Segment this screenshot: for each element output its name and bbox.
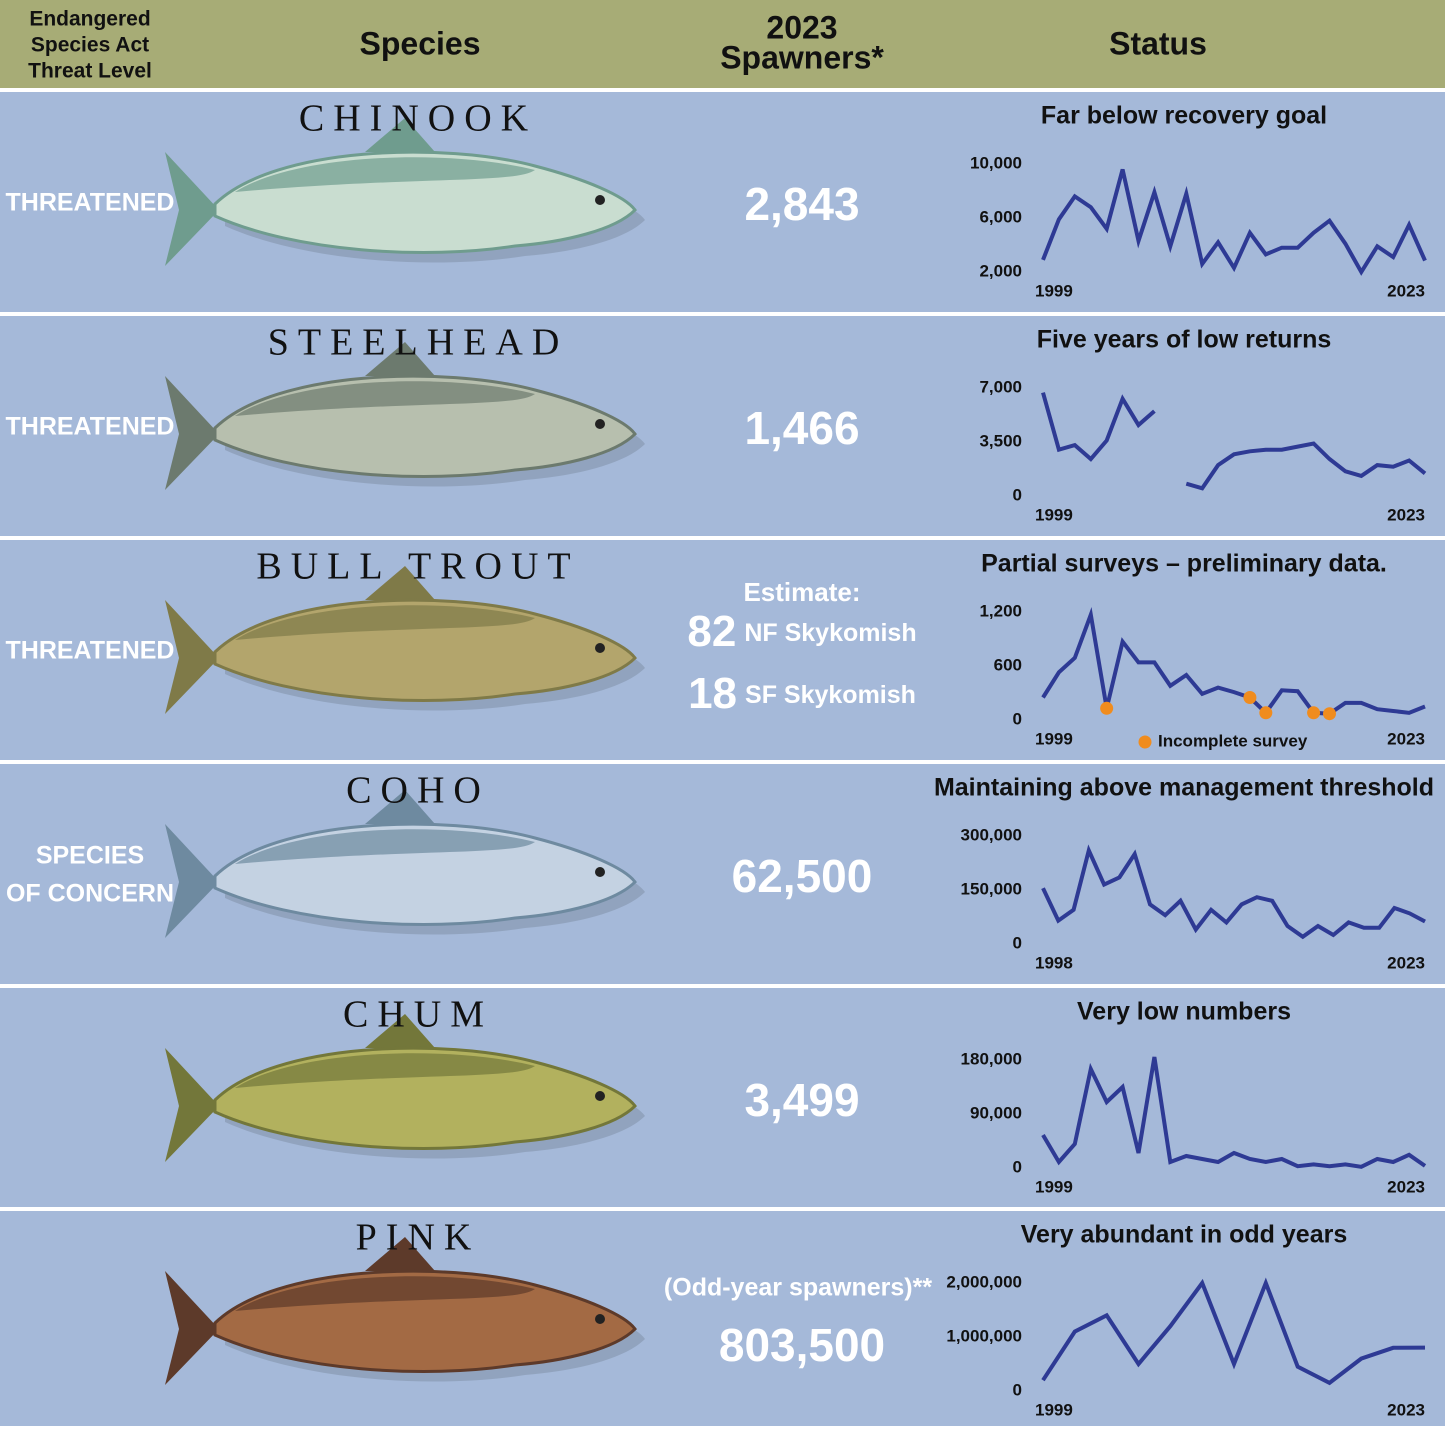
header-species: Species <box>360 25 481 61</box>
header-threat: Endangered <box>29 8 150 31</box>
estimate-count: 82 <box>687 607 736 656</box>
species-name: STEELHEAD <box>268 322 569 364</box>
threat-level: THREATENED <box>6 189 175 217</box>
spawners-count: 803,500 <box>719 1319 885 1371</box>
y-tick-label: 7,000 <box>979 377 1022 396</box>
x-tick-label: 2023 <box>1387 281 1425 300</box>
y-tick-label: 10,000 <box>970 153 1022 172</box>
spawners-count: 1,466 <box>744 402 859 454</box>
spawners-count: 3,499 <box>744 1074 859 1126</box>
fish-eye <box>595 419 605 429</box>
y-tick-label: 150,000 <box>961 879 1022 898</box>
spawners-estimate: Estimate: <box>743 577 860 607</box>
survey-marker <box>1243 691 1256 704</box>
status-title: Very abundant in odd years <box>1021 1221 1347 1249</box>
fish-eye <box>595 867 605 877</box>
x-tick-label: 2023 <box>1387 1177 1425 1196</box>
species-name: CHINOOK <box>299 98 537 140</box>
legend-label: Incomplete survey <box>1158 731 1308 750</box>
x-tick-label: 1999 <box>1035 281 1073 300</box>
threat-level: OF CONCERN <box>6 880 174 908</box>
x-tick-label: 1999 <box>1035 1177 1073 1196</box>
y-tick-label: 0 <box>1013 1380 1022 1399</box>
x-tick-label: 1999 <box>1035 505 1073 524</box>
y-tick-label: 1,000,000 <box>946 1326 1022 1345</box>
y-tick-label: 0 <box>1013 709 1022 728</box>
threat-level: THREATENED <box>6 637 175 665</box>
header-threat: Species Act <box>31 34 149 57</box>
y-tick-label: 0 <box>1013 485 1022 504</box>
estimate-site: NF Skykomish <box>744 619 916 647</box>
y-tick-label: 1,200 <box>979 601 1022 620</box>
x-tick-label: 2023 <box>1387 1400 1425 1419</box>
survey-marker <box>1259 706 1272 719</box>
spawners-note: (Odd-year spawners)** <box>664 1274 932 1302</box>
estimate-count: 18 <box>688 669 737 718</box>
legend-marker <box>1139 736 1152 749</box>
species-name: COHO <box>346 770 490 812</box>
species-name: PINK <box>356 1217 481 1259</box>
survey-marker <box>1307 706 1320 719</box>
status-title: Far below recovery goal <box>1041 102 1327 130</box>
threat-level: THREATENED <box>6 413 175 441</box>
infographic: Endangered Species Act Threat Level Spec… <box>0 0 1445 1426</box>
species-name: CHUM <box>343 994 493 1036</box>
survey-marker <box>1323 707 1336 720</box>
survey-marker <box>1100 702 1113 715</box>
spawners-count: 2,843 <box>744 178 859 230</box>
header-spawners: Spawners* <box>720 39 884 75</box>
header-status: Status <box>1109 25 1207 61</box>
header-threat: Threat Level <box>28 60 152 83</box>
x-tick-label: 1999 <box>1035 729 1073 748</box>
y-tick-label: 0 <box>1013 1157 1022 1176</box>
fish-eye <box>595 643 605 653</box>
y-tick-label: 2,000,000 <box>946 1272 1022 1291</box>
y-tick-label: 300,000 <box>961 825 1022 844</box>
fish-eye <box>595 195 605 205</box>
estimate-site: SF Skykomish <box>745 681 916 709</box>
y-tick-label: 90,000 <box>970 1103 1022 1122</box>
y-tick-label: 3,500 <box>979 431 1022 450</box>
x-tick-label: 2023 <box>1387 953 1425 972</box>
y-tick-label: 2,000 <box>979 261 1022 280</box>
status-title: Maintaining above management threshold <box>934 774 1434 802</box>
fish-eye <box>595 1091 605 1101</box>
y-tick-label: 600 <box>994 655 1022 674</box>
y-tick-label: 0 <box>1013 933 1022 952</box>
status-title: Very low numbers <box>1077 998 1291 1026</box>
x-tick-label: 1998 <box>1035 953 1073 972</box>
threat-level: SPECIES <box>36 842 144 870</box>
fish-eye <box>595 1314 605 1324</box>
y-tick-label: 6,000 <box>979 207 1022 226</box>
y-tick-label: 180,000 <box>961 1049 1022 1068</box>
species-name: BULL TROUT <box>256 546 579 588</box>
x-tick-label: 1999 <box>1035 1400 1073 1419</box>
status-title: Partial surveys – preliminary data. <box>981 550 1387 578</box>
x-tick-label: 2023 <box>1387 505 1425 524</box>
spawners-count: 62,500 <box>732 850 873 902</box>
status-title: Five years of low returns <box>1037 326 1332 354</box>
x-tick-label: 2023 <box>1387 729 1425 748</box>
